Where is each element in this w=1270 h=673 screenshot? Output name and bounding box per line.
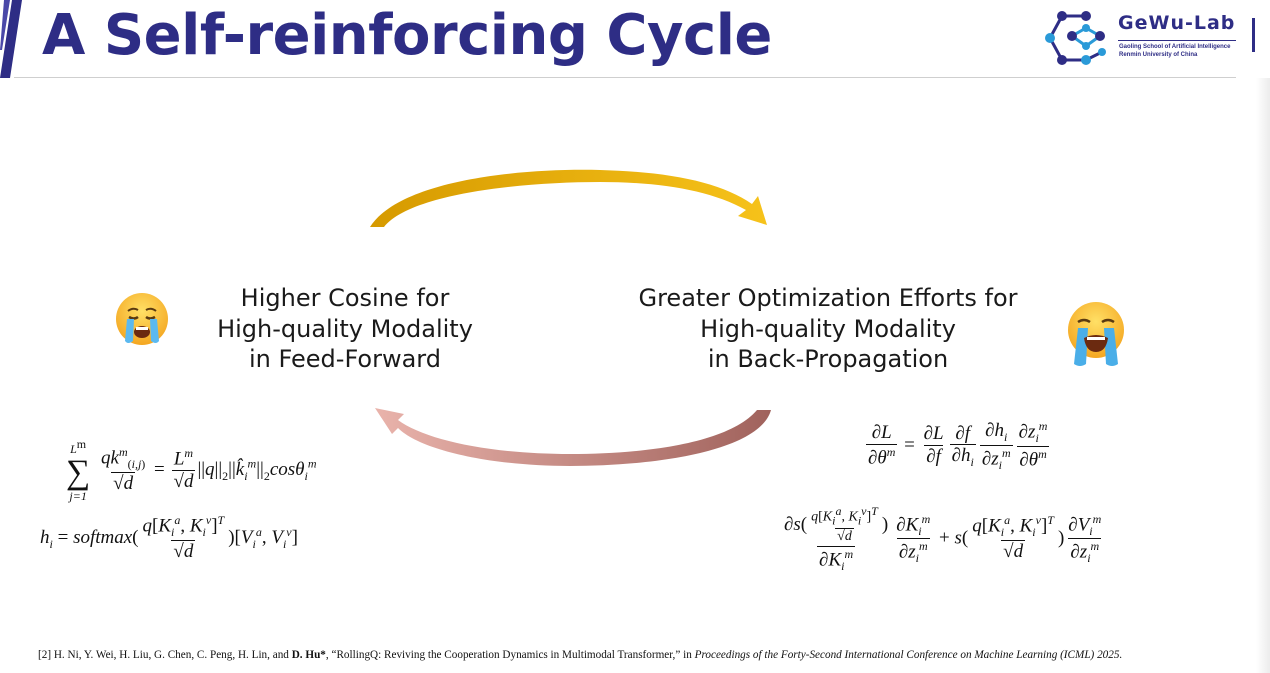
- top-arrow: [370, 169, 767, 227]
- citation-venue: Proceedings of the Forty-Second Internat…: [694, 649, 1123, 661]
- right-node-line2: High-quality Modality: [700, 314, 956, 343]
- cosine-sum-formula: Lm ∑ j=1 qkm(i,j) √d = Lm √d ||q||2||k̂im||…: [66, 437, 317, 504]
- title-accent-bar: [0, 0, 22, 78]
- network-graph-icon: [1045, 11, 1106, 65]
- lab-logo: GeWu-Lab Gaoling School of Artificial In…: [1042, 6, 1242, 70]
- left-node-line3: in Feed-Forward: [249, 345, 441, 373]
- attention-gradient-formula: ∂s(q[Kia, Kiv]T √d) ∂Kim ∂Kim ∂zim + s(q[Kia…: [784, 504, 1102, 574]
- right-node-line3: in Back-Propagation: [707, 345, 949, 373]
- title-divider: [14, 77, 1236, 78]
- reference-citation: [2] H. Ni, Y. Wei, H. Liu, G. Chen, C. P…: [38, 649, 1122, 661]
- logo-subtitle-line2: Renmin University of China: [1119, 52, 1198, 58]
- page-edge-shade: [1256, 78, 1270, 673]
- left-node-line2: High-quality Modality: [217, 314, 473, 343]
- citation-title: , “RollingQ: Reviving the Cooperation Dy…: [325, 649, 695, 661]
- slide-title: A Self-reinforcing Cycle: [42, 3, 772, 68]
- right-node-line1: Greater Optimization Efforts for: [638, 284, 1018, 312]
- chain-rule-formula: ∂L ∂θm = ∂L ∂f ∂f ∂hi ∂hi ∂zim ∂zim ∂θm: [866, 419, 1049, 472]
- bottom-arrow: [375, 408, 771, 466]
- feed-forward-node: Higher Cosine for High-quality Modality …: [195, 283, 495, 375]
- softmax-formula: hi = softmax(q[Kia, Kiv]T √d)[Via, Viv]: [40, 513, 298, 562]
- logo-subtitle-line1: Gaoling School of Artificial Intelligenc…: [1119, 44, 1231, 50]
- loudly-crying-face-emoji: [1068, 302, 1124, 366]
- back-propagation-node: Greater Optimization Efforts for High-qu…: [618, 283, 1038, 375]
- logo-name: GeWu-Lab: [1118, 12, 1236, 34]
- left-node-line1: Higher Cosine for: [240, 284, 450, 312]
- citation-bold-author: D. Hu*: [291, 649, 326, 661]
- citation-authors: [2] H. Ni, Y. Wei, H. Liu, G. Chen, C. P…: [38, 649, 292, 661]
- summation-operator: Lm ∑ j=1: [66, 437, 91, 504]
- crying-face-emoji: [116, 293, 168, 345]
- logo-divider: [1118, 40, 1236, 41]
- edge-mark: [1252, 18, 1255, 52]
